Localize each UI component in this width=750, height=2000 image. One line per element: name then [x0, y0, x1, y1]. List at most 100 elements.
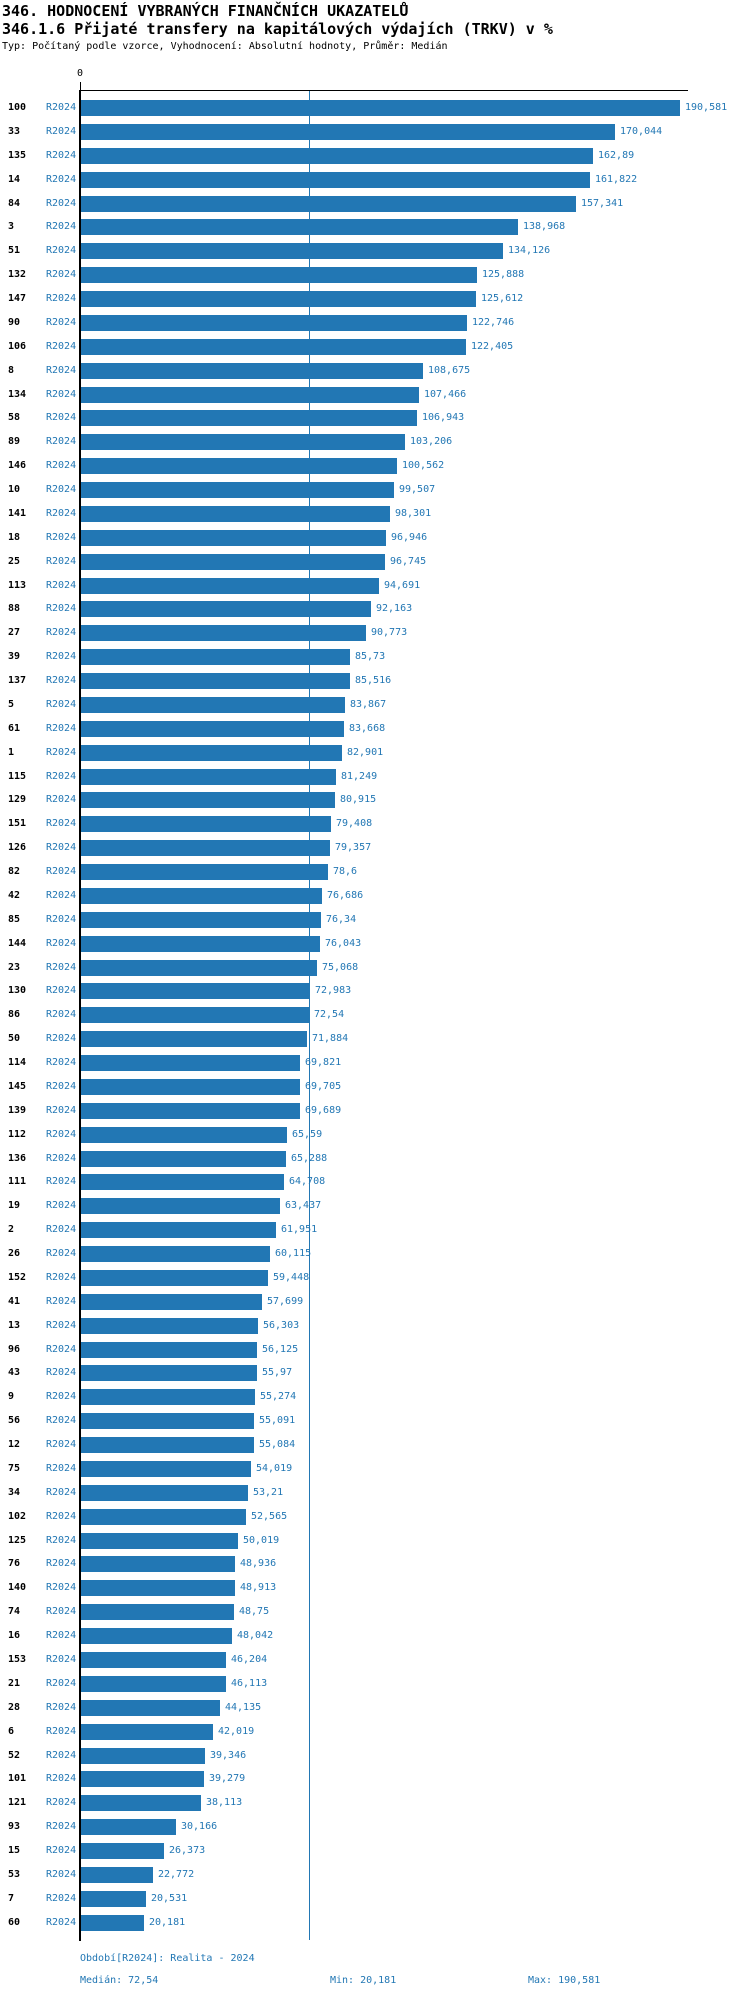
row-series-label: R2024 — [46, 556, 77, 567]
row-value-label: 44,135 — [225, 1702, 262, 1713]
row-value-label: 72,983 — [315, 985, 352, 996]
row-value-label: 71,884 — [312, 1033, 349, 1044]
chart-row: 86 R2024 72,54 — [0, 1003, 750, 1027]
row-rank-label: 6 — [8, 1726, 15, 1737]
row-value-label: 170,044 — [620, 126, 663, 137]
row-value-label: 56,125 — [262, 1344, 299, 1355]
row-bar — [81, 1867, 153, 1883]
row-series-label: R2024 — [46, 102, 77, 113]
row-series-label: R2024 — [46, 580, 77, 591]
row-rank-label: 112 — [8, 1129, 27, 1140]
y-axis-line — [79, 90, 81, 1941]
row-bar — [81, 339, 466, 355]
row-bar — [81, 124, 615, 140]
row-bar — [81, 1127, 287, 1143]
row-bar — [81, 1222, 276, 1238]
period-label: Období[R2024]: Realita - 2024 — [80, 1953, 255, 1964]
row-series-label: R2024 — [46, 1726, 77, 1737]
x-axis-line — [80, 90, 688, 91]
row-bar — [81, 1891, 146, 1907]
row-bar — [81, 673, 350, 689]
chart-row: 135 R2024 162,89 — [0, 144, 750, 168]
chart-row: 1 R2024 82,901 — [0, 741, 750, 765]
row-rank-label: 19 — [8, 1200, 21, 1211]
row-series-label: R2024 — [46, 389, 77, 400]
row-series-label: R2024 — [46, 842, 77, 853]
row-bar — [81, 1652, 226, 1668]
chart-row: 56 R2024 55,091 — [0, 1409, 750, 1433]
row-series-label: R2024 — [46, 508, 77, 519]
row-rank-label: 111 — [8, 1176, 27, 1187]
chart-row: 42 R2024 76,686 — [0, 884, 750, 908]
row-series-label: R2024 — [46, 675, 77, 686]
row-value-label: 108,675 — [428, 365, 471, 376]
row-bar — [81, 1485, 248, 1501]
row-rank-label: 15 — [8, 1845, 21, 1856]
row-rank-label: 39 — [8, 651, 21, 662]
row-series-label: R2024 — [46, 269, 77, 280]
chart-row: 58 R2024 106,943 — [0, 406, 750, 430]
row-series-label: R2024 — [46, 1630, 77, 1641]
row-value-label: 46,204 — [231, 1654, 268, 1665]
row-series-label: R2024 — [46, 1773, 77, 1784]
row-series-label: R2024 — [46, 938, 77, 949]
chart-row: 18 R2024 96,946 — [0, 526, 750, 550]
row-rank-label: 145 — [8, 1081, 27, 1092]
row-bar — [81, 530, 386, 546]
row-bar — [81, 291, 476, 307]
row-series-label: R2024 — [46, 1654, 77, 1665]
chart-row: 130 R2024 72,983 — [0, 979, 750, 1003]
row-value-label: 106,943 — [422, 412, 465, 423]
row-bar — [81, 1843, 164, 1859]
chart-row: 9 R2024 55,274 — [0, 1385, 750, 1409]
row-value-label: 80,915 — [340, 794, 377, 805]
row-value-label: 125,888 — [482, 269, 525, 280]
chart-row: 140 R2024 48,913 — [0, 1576, 750, 1600]
row-value-label: 69,821 — [305, 1057, 342, 1068]
row-bar — [81, 840, 330, 856]
row-rank-label: 58 — [8, 412, 21, 423]
row-rank-label: 130 — [8, 985, 27, 996]
row-bar — [81, 410, 417, 426]
row-bar — [81, 219, 518, 235]
row-value-label: 48,936 — [240, 1558, 277, 1569]
median-reference-line — [309, 91, 310, 1940]
row-value-label: 50,019 — [243, 1535, 280, 1546]
chart-row: 146 R2024 100,562 — [0, 454, 750, 478]
row-series-label: R2024 — [46, 1678, 77, 1689]
row-rank-label: 52 — [8, 1750, 21, 1761]
chart-row: 34 R2024 53,21 — [0, 1481, 750, 1505]
chart-row: 111 R2024 64,708 — [0, 1170, 750, 1194]
row-value-label: 60,115 — [275, 1248, 312, 1259]
row-rank-label: 88 — [8, 603, 21, 614]
row-series-label: R2024 — [46, 1129, 77, 1140]
row-series-label: R2024 — [46, 460, 77, 471]
chart-row: 125 R2024 50,019 — [0, 1529, 750, 1553]
chart-row: 26 R2024 60,115 — [0, 1242, 750, 1266]
chart-row: 145 R2024 69,705 — [0, 1075, 750, 1099]
row-series-label: R2024 — [46, 1033, 77, 1044]
row-bar — [81, 148, 593, 164]
row-bar — [81, 1580, 235, 1596]
row-value-label: 56,303 — [263, 1320, 300, 1331]
row-series-label: R2024 — [46, 818, 77, 829]
row-series-label: R2024 — [46, 866, 77, 877]
row-rank-label: 100 — [8, 102, 27, 113]
row-rank-label: 101 — [8, 1773, 27, 1784]
row-rank-label: 5 — [8, 699, 15, 710]
row-series-label: R2024 — [46, 985, 77, 996]
row-series-label: R2024 — [46, 1248, 77, 1259]
row-bar — [81, 816, 331, 832]
row-series-label: R2024 — [46, 1320, 77, 1331]
row-bar — [81, 387, 419, 403]
row-value-label: 82,901 — [347, 747, 384, 758]
row-rank-label: 132 — [8, 269, 27, 280]
chart-row: 76 R2024 48,936 — [0, 1552, 750, 1576]
chart-row: 33 R2024 170,044 — [0, 120, 750, 144]
chart-row: 147 R2024 125,612 — [0, 287, 750, 311]
row-series-label: R2024 — [46, 365, 77, 376]
row-series-label: R2024 — [46, 1702, 77, 1713]
chart-row: 75 R2024 54,019 — [0, 1457, 750, 1481]
row-rank-label: 1 — [8, 747, 15, 758]
row-value-label: 81,249 — [341, 771, 378, 782]
